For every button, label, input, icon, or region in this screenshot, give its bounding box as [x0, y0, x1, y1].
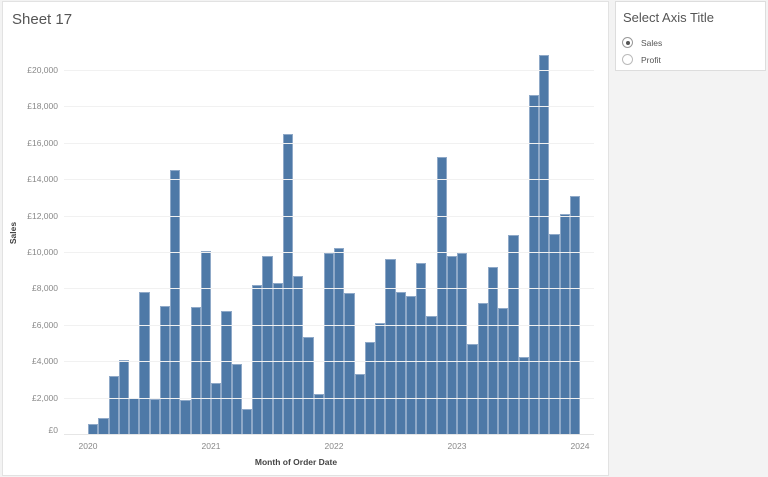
bar-2021-10[interactable]: [303, 336, 314, 434]
bar-2021-09[interactable]: [293, 275, 304, 434]
bar-2022-12[interactable]: [446, 255, 457, 434]
bar-2023-03[interactable]: [477, 302, 488, 434]
bar-2020-01[interactable]: [88, 423, 99, 434]
y-tick-label: £14,000: [27, 174, 58, 184]
y-tick-label: £2,000: [32, 393, 58, 403]
x-tick-label: 2022: [324, 441, 344, 451]
bar-2023-02[interactable]: [467, 343, 478, 434]
bar-2021-02[interactable]: [221, 311, 232, 434]
y-tick-label: £4,000: [32, 356, 58, 366]
y-tick-label: £8,000: [32, 283, 58, 293]
gridline: [64, 143, 594, 144]
gridline: [64, 288, 594, 289]
gridline: [64, 106, 594, 107]
bar-2020-09[interactable]: [170, 170, 181, 434]
x-tick-label: 2023: [447, 441, 467, 451]
bar-2020-02[interactable]: [98, 417, 109, 434]
y-axis-label: Sales: [8, 221, 18, 245]
y-tick-label: £18,000: [27, 101, 58, 111]
bar-2022-08[interactable]: [405, 295, 416, 434]
radio-option-profit[interactable]: Profit: [622, 54, 661, 65]
radio-label: Profit: [641, 54, 661, 65]
gridline: [64, 70, 594, 71]
bar-2021-04[interactable]: [241, 409, 252, 434]
sheet-title: Sheet 17: [12, 11, 73, 28]
bar-2020-08[interactable]: [159, 305, 170, 434]
bar-2021-06[interactable]: [262, 255, 273, 434]
bar-2021-12[interactable]: [323, 252, 334, 434]
bar-2020-10[interactable]: [180, 400, 191, 434]
bar-2022-11[interactable]: [436, 157, 447, 434]
parameter-title: Select Axis Title: [623, 10, 715, 25]
bar-2023-10[interactable]: [549, 233, 560, 434]
y-tick-label: £16,000: [27, 138, 58, 148]
axis-title-parameter-card: Select Axis Title Sales Profit: [615, 1, 766, 71]
radio-selected-icon[interactable]: [622, 37, 633, 48]
y-tick-label: £12,000: [27, 211, 58, 221]
y-tick-label: £6,000: [32, 320, 58, 330]
bar-2020-05[interactable]: [129, 397, 140, 434]
bar-2023-06[interactable]: [508, 234, 519, 434]
y-tick-label: £10,000: [27, 247, 58, 257]
radio-option-sales[interactable]: Sales: [622, 37, 662, 48]
gridline: [64, 361, 594, 362]
gridline: [64, 398, 594, 399]
bar-2022-02[interactable]: [344, 292, 355, 434]
bar-2021-01[interactable]: [211, 383, 222, 434]
radio-unselected-icon[interactable]: [622, 54, 633, 65]
bar-2023-12[interactable]: [569, 196, 580, 434]
bar-2023-04[interactable]: [487, 267, 498, 434]
bar-2020-03[interactable]: [108, 375, 119, 434]
radio-label: Sales: [641, 37, 663, 48]
gridline: [64, 252, 594, 253]
gridline: [64, 325, 594, 326]
bar-2023-09[interactable]: [539, 55, 550, 434]
bar-2020-07[interactable]: [149, 398, 160, 434]
y-tick-label: £0: [48, 425, 58, 435]
bar-2023-05[interactable]: [498, 308, 509, 434]
bar-2022-01[interactable]: [334, 248, 345, 434]
bar-2020-12[interactable]: [200, 251, 211, 434]
bar-2020-04[interactable]: [118, 360, 129, 434]
gridline: [64, 179, 594, 180]
bar-2022-07[interactable]: [395, 292, 406, 434]
bar-2021-11[interactable]: [313, 393, 324, 434]
bar-2021-05[interactable]: [252, 284, 263, 434]
bar-2022-06[interactable]: [385, 259, 396, 434]
gridline: [64, 434, 594, 435]
bar-2023-08[interactable]: [528, 95, 539, 434]
x-tick-label: 2024: [570, 441, 590, 451]
y-tick-label: £20,000: [27, 65, 58, 75]
bar-2022-03[interactable]: [354, 373, 365, 434]
x-axis-label: Month of Order Date: [254, 457, 338, 467]
gridline: [64, 216, 594, 217]
bar-2021-08[interactable]: [282, 133, 293, 434]
bar-2022-09[interactable]: [416, 262, 427, 434]
bar-2022-10[interactable]: [426, 315, 437, 434]
bar-2020-11[interactable]: [190, 306, 201, 434]
bar-2020-06[interactable]: [139, 292, 150, 434]
bar-2021-07[interactable]: [272, 282, 283, 434]
bar-2023-01[interactable]: [457, 252, 468, 434]
bar-2023-11[interactable]: [559, 213, 570, 434]
bar-2022-05[interactable]: [375, 322, 386, 434]
x-tick-label: 2020: [78, 441, 98, 451]
x-tick-label: 2021: [201, 441, 221, 451]
bar-2023-07[interactable]: [518, 356, 529, 434]
bar-2022-04[interactable]: [364, 342, 375, 434]
